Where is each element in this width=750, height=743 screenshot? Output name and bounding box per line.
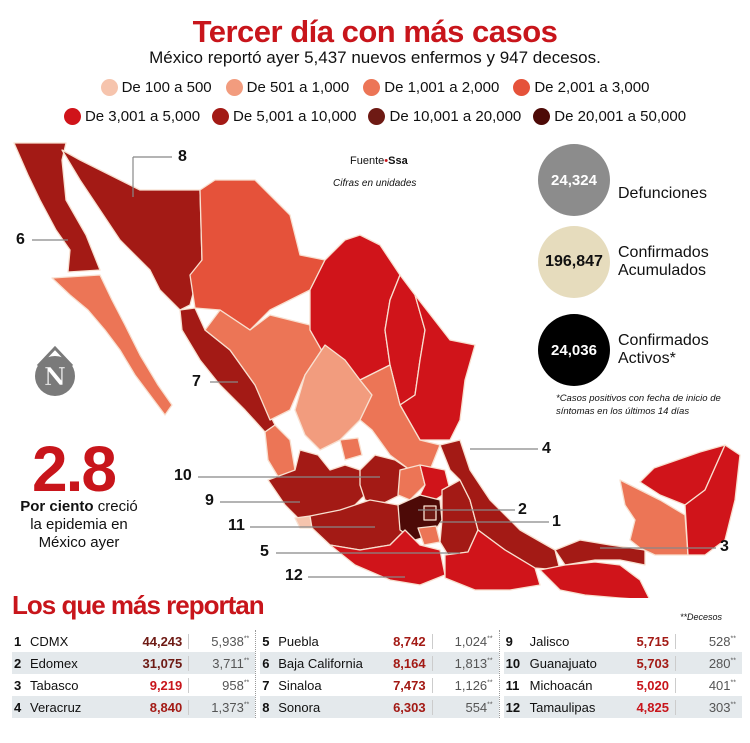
table-row: 12 Tamaulipas 4,825 303** — [503, 696, 742, 718]
map-label-7: 7 — [192, 373, 201, 390]
units-note: Cifras en unidades — [333, 178, 417, 189]
legend-row-1: De 100 a 500 De 501 a 1,000 De 1,001 a 2… — [0, 79, 750, 96]
table-row: 11 Michoacán 5,020 401** — [505, 677, 736, 693]
table-row: 3 Tabasco 9,219 958** — [14, 677, 250, 693]
legend-item: De 100 a 500 — [100, 79, 212, 96]
map-label-4: 4 — [542, 440, 551, 457]
source-label: Fuente•Ssa — [350, 155, 408, 167]
state-campeche — [619, 479, 689, 556]
page-title: Tercer día con más casos — [192, 14, 558, 49]
stat-confirmados-acumulados: 196,847 Confirmados Acumulados — [538, 226, 709, 298]
legend-swatch — [63, 108, 81, 125]
stat-circle: 24,036 — [538, 314, 610, 386]
table-row: 4 Veracruz 8,840 1,373** — [12, 696, 256, 718]
table-row: 8 Sonora 6,303 554** — [260, 696, 499, 718]
growth-value: 2.8 — [32, 433, 117, 505]
stat-label: Defunciones — [618, 185, 707, 202]
state-baja-california-sur — [51, 274, 173, 416]
state-oaxaca — [444, 529, 541, 591]
state-tabasco — [554, 539, 646, 566]
map-label-1: 1 — [552, 513, 561, 530]
stat-label: Confirmados Acumulados — [618, 244, 709, 279]
map-label-6: 6 — [16, 231, 25, 248]
stat-label: Confirmados Activos* — [618, 332, 709, 367]
state-guerrero — [329, 529, 446, 586]
table-row: 5 Puebla 8,742 1,024** — [262, 633, 493, 649]
growth-description: Por ciento creció la epidemia en México … — [20, 498, 138, 551]
state-cdmx — [423, 505, 437, 521]
map-label-10: 10 — [174, 467, 192, 484]
mexico-choropleth-map: N — [13, 142, 741, 598]
ranking-column: 5 Puebla 8,742 1,024** 6 Baja California 8,16… — [255, 630, 499, 718]
ranking-title: Los que más reportan — [12, 590, 265, 620]
table-row: 9 Jalisco 5,715 528** — [505, 633, 736, 649]
deaths-legend-note: **Decesos — [680, 612, 723, 622]
map-label-2: 2 — [518, 501, 527, 518]
compass-north-icon: N — [35, 345, 75, 396]
legend-item: De 2,001 a 3,000 — [513, 79, 649, 96]
state-aguascalientes — [339, 437, 363, 461]
state-chihuahua — [189, 179, 326, 331]
legend-item: De 3,001 a 5,000 — [63, 108, 200, 125]
state-chiapas — [539, 561, 650, 598]
table-row: 10 Guanajuato 5,703 280** — [503, 652, 742, 674]
stat-circle: 196,847 — [538, 226, 610, 298]
legend-item: De 1,001 a 2,000 — [363, 79, 499, 96]
state-quintana-roo — [684, 444, 741, 556]
legend-swatch — [368, 108, 386, 125]
map-label-11: 11 — [228, 517, 245, 534]
legend-swatch — [513, 79, 531, 96]
legend-swatch — [100, 79, 118, 96]
map-label-12: 12 — [285, 567, 303, 584]
legend-item: De 5,001 a 10,000 — [212, 108, 356, 125]
active-cases-footnote: *Casos positivos con fecha de inicio de … — [556, 393, 721, 417]
legend-swatch — [212, 108, 230, 125]
legend-row-2: De 3,001 a 5,000 De 5,001 a 10,000 De 10… — [0, 108, 750, 125]
state-baja-california — [13, 142, 101, 273]
state-tamaulipas — [399, 294, 476, 441]
state-queretaro — [397, 464, 426, 501]
map-label-9: 9 — [205, 492, 214, 509]
table-row: 6 Baja California 8,164 1,813** — [260, 652, 499, 674]
map-label-8: 8 — [178, 148, 187, 165]
legend-swatch — [363, 79, 381, 96]
table-row: 1 CDMX 44,243 5,938** — [14, 633, 250, 649]
stat-circle: 24,324 — [538, 144, 610, 216]
stat-confirmados-activos: 24,036 Confirmados Activos* — [538, 314, 709, 386]
ranking-table: 1 CDMX 44,243 5,938** 2 Edomex 31,075 3,711** … — [12, 630, 742, 718]
legend-swatch — [225, 79, 243, 96]
svg-text:N: N — [44, 362, 66, 391]
ranking-column: 9 Jalisco 5,715 528** 10 Guanajuato 5,703 280*… — [498, 630, 742, 718]
state-morelos — [417, 525, 441, 546]
map-label-3: 3 — [720, 538, 729, 555]
legend-swatch — [533, 108, 551, 125]
table-row: 7 Sinaloa 7,473 1,126** — [262, 677, 493, 693]
stat-defunciones: 24,324 Defunciones — [538, 144, 707, 216]
legend-item: De 501 a 1,000 — [225, 79, 349, 96]
state-colima — [294, 515, 313, 529]
legend-item: De 20,001 a 50,000 — [533, 108, 686, 125]
page-subtitle: México reportó ayer 5,437 nuevos enfermo… — [149, 48, 601, 67]
map-label-5: 5 — [260, 543, 269, 560]
legend-item: De 10,001 a 20,000 — [368, 108, 521, 125]
ranking-column: 1 CDMX 44,243 5,938** 2 Edomex 31,075 3,711** … — [12, 630, 256, 718]
table-row: 2 Edomex 31,075 3,711** — [12, 652, 256, 674]
